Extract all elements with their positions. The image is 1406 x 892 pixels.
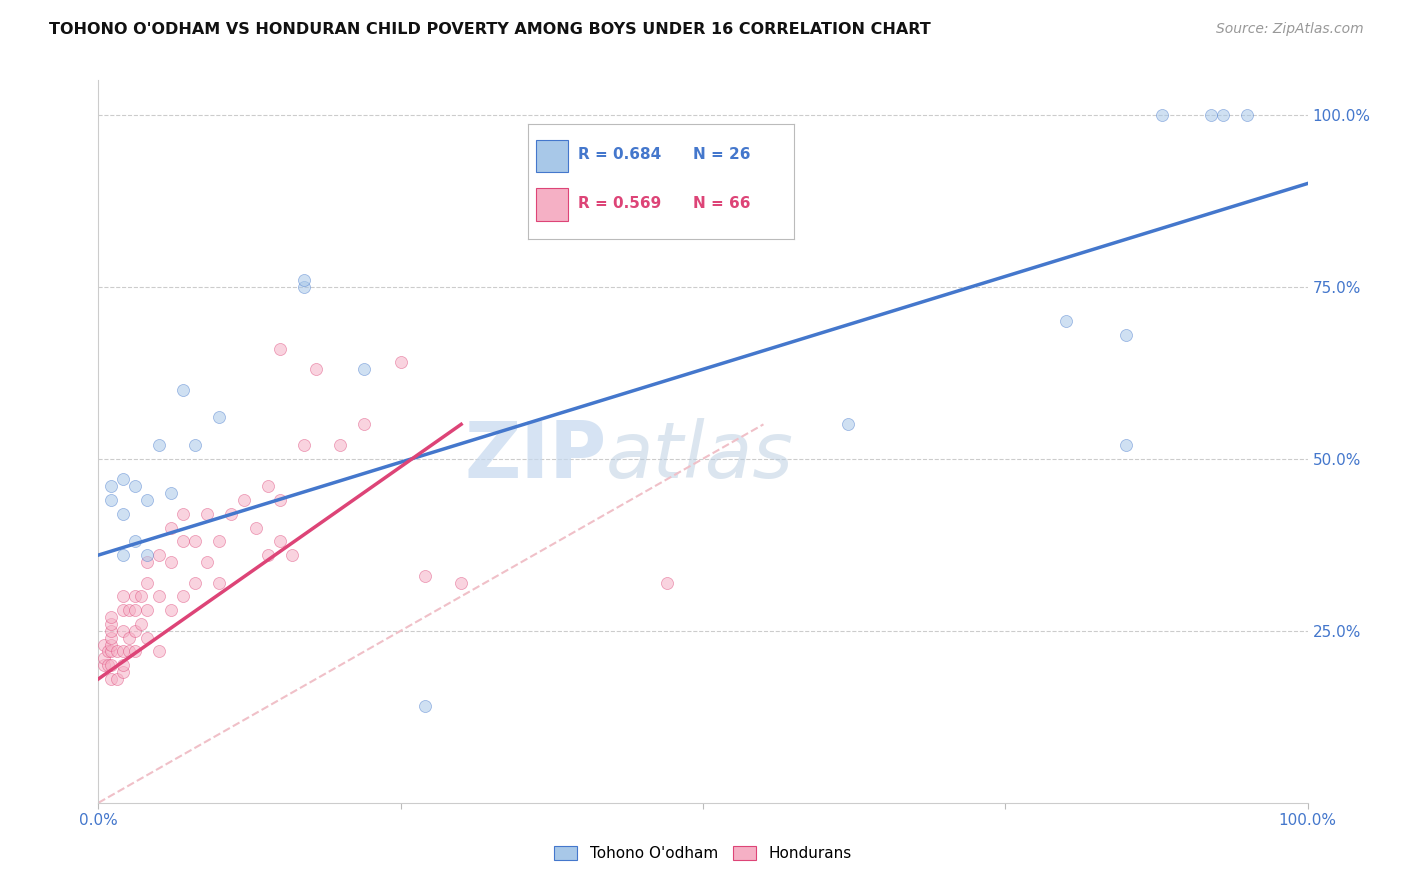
Point (135, 548, 157, 562)
Point (124, 590, 146, 604)
Point (172, 383, 194, 397)
Point (292, 279, 315, 293)
Point (135, 493, 157, 508)
Point (100, 658, 122, 673)
Point (118, 631, 141, 645)
Point (124, 603, 146, 617)
Point (232, 493, 254, 508)
Point (135, 631, 157, 645)
Point (100, 638, 122, 652)
Point (129, 616, 152, 631)
Point (111, 665, 134, 679)
Point (1115, 327, 1137, 342)
Point (100, 616, 122, 631)
Text: ZIP: ZIP (464, 418, 606, 494)
Point (100, 610, 122, 624)
Point (256, 548, 278, 562)
Point (292, 438, 315, 452)
Point (269, 534, 291, 549)
Point (100, 644, 122, 658)
Point (305, 362, 328, 376)
Point (837, 417, 859, 432)
Point (160, 486, 183, 500)
Point (413, 568, 436, 582)
Point (195, 555, 218, 569)
Point (1054, 314, 1077, 328)
Point (111, 624, 134, 638)
Point (124, 534, 146, 549)
Point (111, 644, 134, 658)
Point (111, 472, 134, 486)
Point (111, 548, 134, 562)
Point (135, 603, 157, 617)
Point (97, 658, 120, 673)
Point (655, 575, 678, 590)
Point (160, 520, 183, 534)
Point (389, 355, 412, 369)
Point (148, 590, 170, 604)
Point (172, 534, 194, 549)
Point (93, 638, 115, 652)
Point (148, 548, 170, 562)
Point (413, 699, 436, 714)
Point (93, 658, 115, 673)
Point (208, 534, 231, 549)
Point (100, 624, 122, 638)
Point (160, 603, 183, 617)
Point (256, 479, 278, 493)
Point (281, 548, 304, 562)
Point (1152, 108, 1174, 122)
Point (100, 631, 122, 645)
Point (208, 575, 231, 590)
Point (269, 342, 291, 356)
Text: TOHONO O'ODHAM VS HONDURAN CHILD POVERTY AMONG BOYS UNDER 16 CORRELATION CHART: TOHONO O'ODHAM VS HONDURAN CHILD POVERTY… (49, 22, 931, 37)
Point (111, 658, 134, 673)
Point (245, 520, 267, 534)
Point (124, 624, 146, 638)
Point (353, 417, 375, 432)
Point (269, 493, 291, 508)
Point (97, 644, 120, 658)
Point (124, 479, 146, 493)
Point (148, 438, 170, 452)
Point (111, 590, 134, 604)
Point (195, 507, 218, 521)
Point (1115, 438, 1137, 452)
Point (148, 644, 170, 658)
Point (105, 672, 128, 686)
Point (100, 479, 122, 493)
Point (135, 575, 157, 590)
Point (1236, 108, 1258, 122)
Point (329, 438, 352, 452)
Text: Source: ZipAtlas.com: Source: ZipAtlas.com (1216, 22, 1364, 37)
Point (172, 507, 194, 521)
Point (135, 555, 157, 569)
Point (93, 651, 115, 665)
Point (111, 603, 134, 617)
Point (105, 644, 128, 658)
Point (450, 575, 472, 590)
Point (124, 644, 146, 658)
Legend: Tohono O'odham, Hondurans: Tohono O'odham, Hondurans (548, 840, 858, 867)
Point (184, 438, 207, 452)
Point (129, 590, 152, 604)
Point (184, 534, 207, 549)
Point (1212, 108, 1234, 122)
Point (353, 362, 375, 376)
Point (172, 590, 194, 604)
Point (118, 603, 141, 617)
Text: atlas: atlas (606, 418, 794, 494)
Point (208, 410, 231, 425)
Point (160, 555, 183, 569)
Point (221, 507, 243, 521)
Point (1199, 108, 1222, 122)
Point (292, 273, 315, 287)
Point (184, 575, 207, 590)
Point (100, 672, 122, 686)
Point (111, 507, 134, 521)
Point (118, 644, 141, 658)
Point (100, 493, 122, 508)
